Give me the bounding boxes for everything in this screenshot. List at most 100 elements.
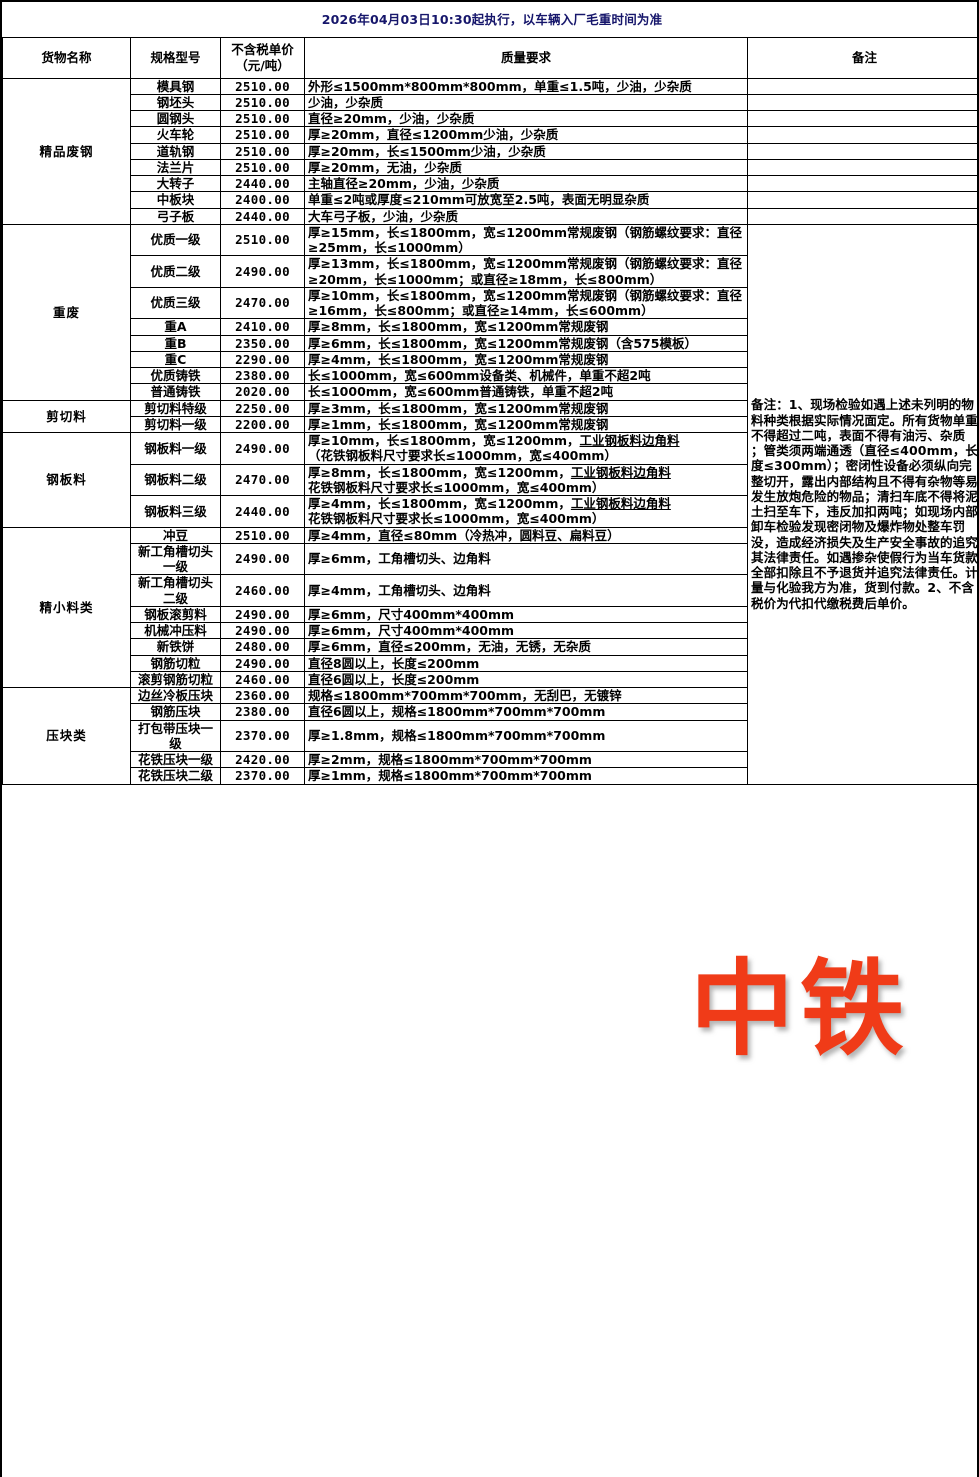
price-cell: 2250.00: [220, 399, 305, 417]
spec-cell: 大转子: [130, 174, 221, 193]
price-cell: 2440.00: [220, 207, 305, 225]
table-row: 优质铸铁 2380.00 长≤1000mm，宽≤600mm设备类、机械件，单重不超2…: [3, 366, 979, 385]
column-header-spec-model: 规格型号: [130, 36, 221, 79]
spec-cell: 钢板料三级: [130, 495, 221, 528]
quality-cell: 厚≥13mm，长≤1800mm，宽≤1200mm常规废钢（钢筋螺纹要求：直径≥2…: [304, 255, 748, 288]
category-cell: 精品废钢: [2, 77, 131, 225]
spec-cell: 新工角槽切头二级: [130, 574, 221, 607]
remark-spacer-cell: [746, 207, 979, 225]
remark-spacer-cell: [746, 142, 979, 160]
quality-cell: 厚≥20mm，长≤1500mm少油，少杂质: [304, 142, 748, 160]
table-row: 法兰片 2510.00 厚≥20mm，无油，少杂质: [3, 158, 979, 177]
spec-cell: 机械冲压料: [130, 621, 221, 640]
remark-cell: 备注：1、现场检验如遇上述未列明的物料种类根据实际情况面定。所有货物单重不得超过…: [746, 223, 979, 785]
remark-spacer-cell: [746, 109, 979, 128]
quality-underlined: 工业钢板料边角料: [579, 433, 680, 448]
quality-cell: 厚≥1.8mm，规格≤1800mm*700mm*700mm: [304, 719, 748, 752]
quality-cell: 规格≤1800mm*700mm*700mm，无刮巴，无镀锌: [304, 686, 748, 705]
quality-cell: 厚≥4mm，工角槽切头、边角料: [304, 574, 748, 607]
remark-spacer-cell: [746, 158, 979, 177]
table-row: 花铁压块一级 2420.00 厚≥2mm，规格≤1800mm*700mm*700mm: [3, 750, 979, 769]
spec-cell: 剪切料一级: [130, 415, 221, 434]
table-row: 钢坯头 2510.00 少油，少杂质: [3, 93, 979, 112]
title-row: 2026年04月03日10:30起执行，以车辆入厂毛重时间为准: [2, 2, 979, 38]
column-header-remark: 备注: [746, 36, 979, 79]
spec-cell: 优质二级: [130, 255, 221, 288]
spec-cell: 钢板料二级: [130, 463, 221, 496]
spec-cell: 花铁压块一级: [130, 750, 221, 769]
quality-cell: 厚≥1mm，规格≤1800mm*700mm*700mm: [304, 767, 748, 785]
spec-cell: 新工角槽切头一级: [130, 542, 221, 576]
quality-line-1: 厚≥10mm，长≤1800mm，宽≤1200mm，: [308, 433, 580, 448]
price-cell: 2400.00: [220, 191, 305, 209]
quality-cell: 厚≥4mm，长≤1800mm，宽≤1200mm常规废钢: [304, 350, 748, 369]
spec-cell: 中板块: [130, 191, 221, 209]
price-cell: 2410.00: [220, 318, 305, 336]
spec-cell: 重C: [130, 350, 221, 369]
quality-cell: 厚≥15mm，长≤1800mm，宽≤1200mm常规废钢（钢筋螺纹要求：直径≥2…: [304, 223, 748, 257]
quality-underlined: 工业钢板料边角料: [570, 464, 671, 480]
quality-cell: 厚≥6mm，直径≤200mm，无油，无锈，无杂质: [304, 638, 748, 656]
spec-cell: 法兰片: [130, 158, 221, 177]
price-cell: 2440.00: [220, 495, 305, 528]
price-table: 2026年04月03日10:30起执行，以车辆入厂毛重时间为准 货物名称 规格型号不…: [2, 2, 979, 785]
table-row: 精小料类 冲豆 2510.00 厚≥4mm，直径≤80mm（冷热冲，圆料豆、扁料豆）: [2, 526, 979, 688]
spec-cell: 普通铸铁: [130, 383, 221, 401]
quality-cell: 长≤1000mm，宽≤600mm普通铸铁，单重不超2吨: [304, 383, 748, 401]
price-cell: 2470.00: [220, 286, 305, 320]
price-cell: 2370.00: [220, 767, 305, 785]
quality-cell: 直径6圆以上，长度≤200mm: [304, 670, 748, 689]
price-cell: 2510.00: [220, 109, 305, 128]
spec-cell: 弓子板: [130, 207, 221, 225]
table-row: 钢筋切粒 2490.00 直径8圆以上，长度≤200mm: [3, 654, 979, 672]
spec-cell: 优质一级: [130, 223, 221, 257]
table-row: 圆钢头 2510.00 直径≥20mm，少油，少杂质: [3, 109, 979, 128]
column-header-unit-price: 不含税单价 （元/吨）: [220, 36, 305, 79]
spec-cell: 滚剪钢筋切粒: [130, 670, 221, 689]
table-row: 中板块 2400.00 单重≤2吨或厚度≤210mm可放宽至2.5吨，表面无明显杂质: [3, 191, 979, 209]
unit-price-line1: 不含税单价: [231, 42, 294, 58]
table-row: 道轨钢 2510.00 厚≥20mm，长≤1500mm少油，少杂质: [3, 142, 979, 160]
table-row: 火车轮 2510.00 厚≥20mm，直径≤1200mm少油，少杂质: [3, 126, 979, 144]
quality-cell: 厚≥3mm，长≤1800mm，宽≤1200mm常规废钢: [304, 399, 748, 417]
quality-cell: 厚≥20mm，直径≤1200mm少油，少杂质: [304, 126, 748, 144]
price-cell: 2380.00: [220, 703, 305, 721]
column-header-quality: 质量要求: [304, 36, 748, 79]
spec-cell: 模具钢: [130, 77, 221, 95]
table-row: 钢筋压块 2380.00 直径6圆以上，规格≤1800mm*700mm*700mm: [3, 703, 979, 721]
remark-spacer-cell: [746, 191, 979, 209]
quality-cell: 厚≥8mm，长≤1800mm，宽≤1200mm，工业钢板料边角料 花铁钢板料尺寸要…: [304, 463, 748, 496]
table-row: 重A 2410.00 厚≥8mm，长≤1800mm，宽≤1200mm常规废钢: [3, 318, 979, 336]
quality-cell: 直径≥20mm，少油，少杂质: [304, 109, 748, 128]
spec-cell: 道轨钢: [130, 142, 221, 160]
price-cell: 2510.00: [220, 142, 305, 160]
spec-cell: 优质三级: [130, 286, 221, 320]
price-cell: 2490.00: [220, 542, 305, 576]
price-cell: 2350.00: [220, 334, 305, 352]
spec-cell: 优质铸铁: [130, 366, 221, 385]
quality-line-2: （花铁钢板料尺寸要求长≤1000mm，宽≤400mm）: [308, 448, 617, 464]
price-cell: 2200.00: [220, 415, 305, 434]
price-cell: 2490.00: [220, 255, 305, 288]
quality-line-1: 厚≥4mm，长≤1800mm，宽≤1200mm，: [308, 496, 571, 511]
quality-cell: 大车弓子板，少油，少杂质: [304, 207, 748, 225]
quality-cell: 直径8圆以上，长度≤200mm: [304, 654, 748, 672]
table-row: 打包带压块一级 2370.00 厚≥1.8mm，规格≤1800mm*700mm*70…: [3, 719, 979, 752]
remark-spacer-cell: [746, 174, 979, 193]
quality-cell: 少油，少杂质: [304, 93, 748, 112]
quality-cell: 厚≥4mm，长≤1800mm，宽≤1200mm，工业钢板料边角料 花铁钢板料尺寸要…: [304, 495, 748, 528]
price-cell: 2490.00: [220, 605, 305, 624]
quality-cell: 厚≥6mm，尺寸400mm*400mm: [304, 621, 748, 640]
spec-cell: 钢筋切粒: [130, 654, 221, 672]
price-cell: 2510.00: [220, 526, 305, 544]
price-cell: 2510.00: [220, 158, 305, 177]
remark-spacer-cell: [746, 77, 979, 95]
price-cell: 2440.00: [220, 174, 305, 193]
category-cell: 压块类: [2, 687, 131, 785]
spec-cell: 钢板料一级: [130, 432, 221, 465]
spec-cell: 边丝冷板压块: [130, 686, 221, 705]
category-cell: 钢板料: [2, 432, 131, 528]
table-row: 钢板滚剪料 2490.00 厚≥6mm，尺寸400mm*400mm: [3, 605, 979, 624]
price-cell: 2360.00: [220, 686, 305, 705]
quality-cell: 外形≤1500mm*800mm*800mm，单重≤1.5吨，少油，少杂质: [304, 77, 748, 95]
